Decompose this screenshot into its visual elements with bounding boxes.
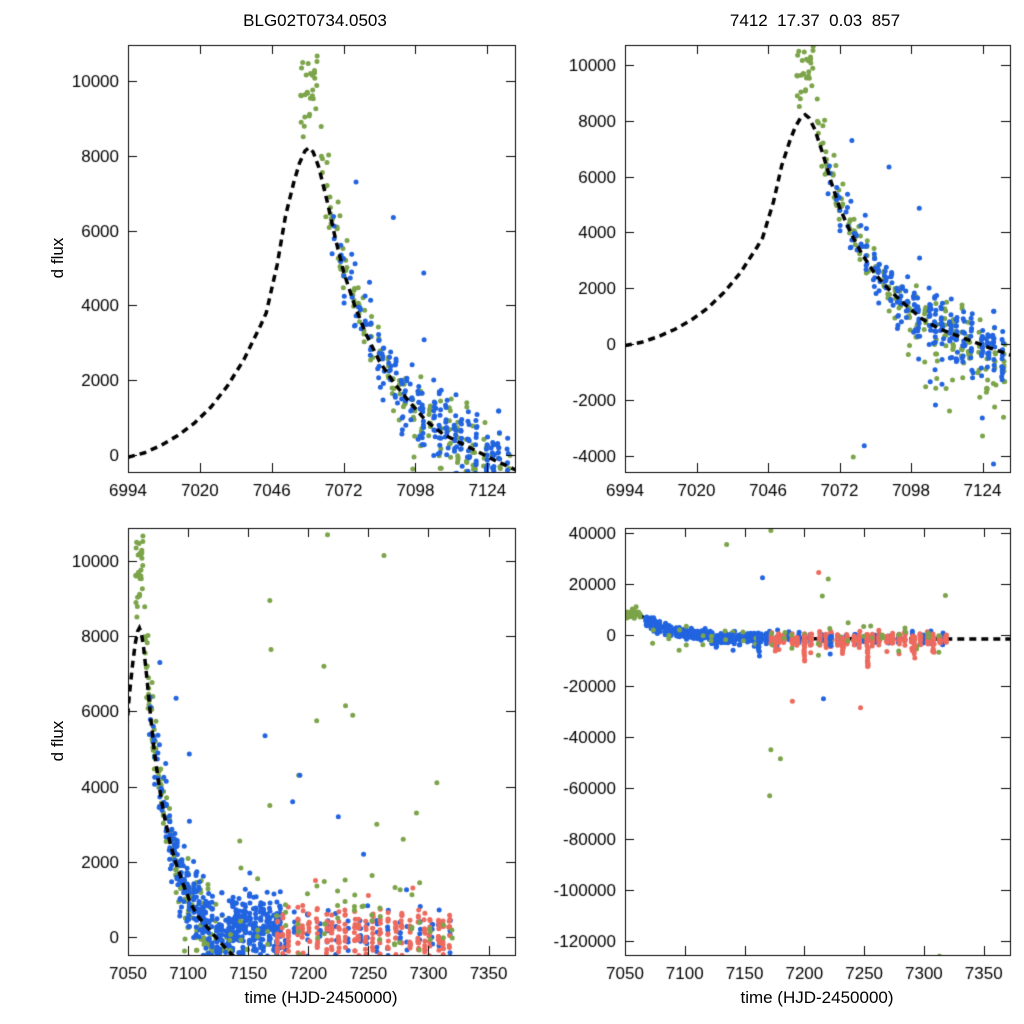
y-axis-label-bottom: d flux [48, 720, 67, 762]
x-axis-label-bottom-left: time (HJD-2450000) [244, 988, 398, 1007]
panel-title-top-right: 7412 17.37 0.03 857 [729, 11, 901, 30]
panel-title-top-left: BLG02T0734.0503 [243, 11, 387, 30]
y-axis-label-top: d flux [48, 237, 67, 279]
x-axis-label-bottom-right: time (HJD-2450000) [740, 988, 894, 1007]
